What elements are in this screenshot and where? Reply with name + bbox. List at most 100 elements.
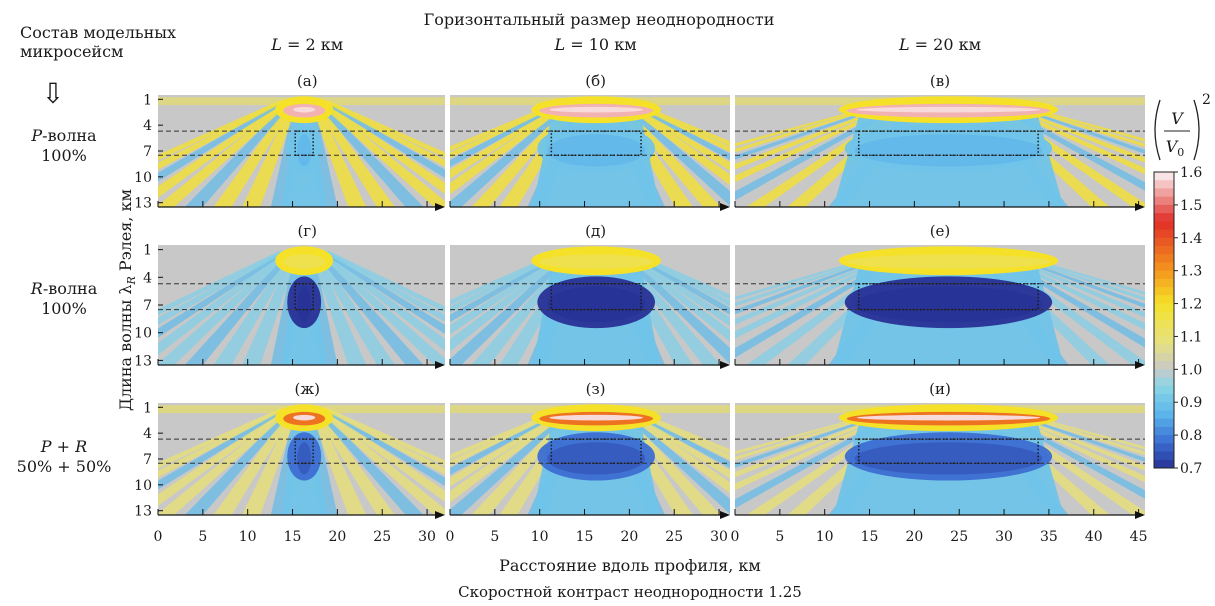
composition-title-line2: микросейсм bbox=[20, 42, 123, 61]
x-tick-label: 15 bbox=[576, 529, 594, 545]
inhomogeneity-box bbox=[550, 438, 642, 465]
y-tick-label: 1 bbox=[143, 92, 152, 108]
ray-streak bbox=[735, 251, 907, 325]
panel-letter: (е) bbox=[930, 222, 951, 240]
colorbar-cell bbox=[1154, 377, 1174, 387]
colorbar-cell bbox=[1154, 262, 1174, 272]
ray-streak bbox=[313, 100, 424, 207]
ray-streak bbox=[311, 100, 395, 207]
y-tick-label: 7 bbox=[143, 144, 152, 160]
panel-letter: (г) bbox=[297, 222, 317, 240]
ray-streak bbox=[158, 251, 288, 325]
row-label-percent: 100% bbox=[41, 146, 87, 165]
ray-streak bbox=[158, 251, 291, 356]
heatmap-panel bbox=[450, 403, 730, 515]
panel-letter: (д) bbox=[585, 222, 606, 240]
colorbar-label-denominator: V0 bbox=[1166, 137, 1185, 159]
ray-streak bbox=[616, 251, 730, 364]
inhomogeneity-core bbox=[297, 442, 312, 475]
y-tick-label: 13 bbox=[134, 353, 152, 369]
top-title: Горизонтальный размер неоднородности bbox=[424, 10, 775, 29]
ray-streak bbox=[450, 100, 571, 167]
panel-letter: (з) bbox=[586, 380, 606, 398]
ray-streak bbox=[311, 408, 395, 515]
x-tick-label: 15 bbox=[284, 529, 302, 545]
x-tick-label: 30 bbox=[710, 529, 728, 545]
colorbar-cell bbox=[1154, 287, 1174, 296]
ray-streak bbox=[450, 100, 573, 179]
ray-streak bbox=[735, 251, 904, 315]
colorbar-cell bbox=[1154, 435, 1174, 444]
ray-streak bbox=[242, 408, 299, 515]
ray-streak bbox=[735, 408, 902, 461]
ray-streak bbox=[317, 408, 445, 502]
colorbar-tick-label: 1.1 bbox=[1180, 329, 1202, 345]
inhomogeneity-core bbox=[297, 286, 312, 323]
ray-streak bbox=[623, 100, 730, 153]
colorbar: 1.6 1.5 1.4 1.3 1.2 1.1 1.0 0.9 0.8 0.7 V V0 2 bbox=[1153, 92, 1211, 477]
ray-streak bbox=[270, 408, 301, 515]
ray-streak bbox=[321, 251, 445, 322]
colorbar-label-exponent: 2 bbox=[1202, 92, 1211, 108]
y-tick-label: 7 bbox=[143, 298, 152, 314]
colorbar-cell bbox=[1154, 237, 1174, 247]
x-tick-label: 45 bbox=[1130, 529, 1148, 545]
y-tick-label: 4 bbox=[143, 270, 152, 286]
colorbar-cell bbox=[1154, 394, 1174, 403]
surface-anomaly-peak bbox=[549, 106, 644, 113]
ray-streak bbox=[307, 251, 338, 365]
y-tick-label: 4 bbox=[143, 118, 152, 134]
colorbar-cell bbox=[1154, 385, 1174, 395]
ray-streak bbox=[309, 408, 367, 515]
ray-streak bbox=[323, 251, 445, 313]
colorbar-cell bbox=[1154, 369, 1174, 379]
colorbar-cell bbox=[1154, 213, 1174, 222]
down-arrow-icon: ⇩ bbox=[41, 77, 64, 110]
heatmap-panel bbox=[158, 245, 445, 365]
ray-streak bbox=[158, 408, 286, 469]
ray-streak bbox=[623, 251, 730, 307]
colorbar-tick-label: 1.4 bbox=[1180, 231, 1202, 247]
panel-letter: (ж) bbox=[294, 380, 320, 398]
ray-streak bbox=[616, 100, 730, 207]
inhomogeneity-box bbox=[550, 283, 642, 311]
ray-streak bbox=[158, 408, 290, 490]
heatmap-panel bbox=[158, 403, 445, 515]
y-tick-label: 10 bbox=[134, 478, 152, 494]
ray-streak bbox=[987, 408, 1145, 483]
y-axis-label: Длина волны λR Рэлея, км bbox=[116, 189, 138, 411]
ray-streak bbox=[625, 100, 730, 146]
inhomogeneity-core bbox=[547, 286, 646, 323]
ray-streak bbox=[450, 408, 569, 467]
colorbar-cell bbox=[1154, 196, 1174, 206]
x-tick-label: 20 bbox=[328, 529, 346, 545]
ray-streak bbox=[315, 100, 445, 207]
ray-streak bbox=[315, 408, 445, 515]
colorbar-cell bbox=[1154, 180, 1174, 189]
x-tick-label: 0 bbox=[731, 529, 740, 545]
surface-anomaly-peak bbox=[293, 106, 316, 113]
ray-streak bbox=[323, 100, 445, 158]
colorbar-cell bbox=[1154, 229, 1174, 239]
ray-streak bbox=[450, 408, 571, 475]
x-tick-label: 25 bbox=[950, 529, 968, 545]
colorbar-tick-label: 0.8 bbox=[1180, 428, 1202, 444]
colorbar-cell bbox=[1154, 320, 1174, 329]
x-axis-arrow bbox=[435, 203, 445, 211]
colorbar-cell bbox=[1154, 451, 1174, 461]
ray-streak bbox=[242, 251, 299, 365]
ray-streak bbox=[270, 100, 301, 207]
x-tick-label: 40 bbox=[1085, 529, 1103, 545]
colorbar-cell bbox=[1154, 278, 1174, 288]
x-tick-label: 20 bbox=[905, 529, 923, 545]
ray-streak bbox=[625, 251, 730, 300]
ray-streak bbox=[158, 100, 293, 207]
column-heading: L = 20 км bbox=[898, 35, 981, 54]
inhomogeneity-core bbox=[547, 134, 646, 167]
row-label: P + R bbox=[40, 437, 87, 456]
x-axis-arrow bbox=[435, 361, 445, 369]
ray-streak bbox=[158, 408, 288, 478]
colorbar-cell bbox=[1154, 311, 1174, 321]
x-tick-label: 10 bbox=[239, 529, 257, 545]
